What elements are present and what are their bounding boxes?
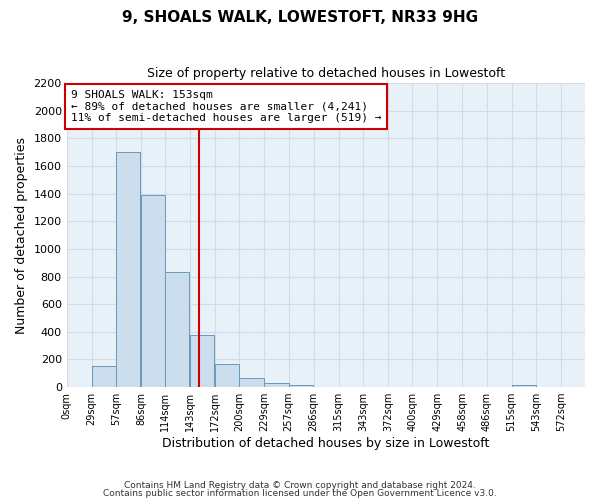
Y-axis label: Number of detached properties: Number of detached properties <box>15 136 28 334</box>
Bar <box>289 385 313 387</box>
Title: Size of property relative to detached houses in Lowestoft: Size of property relative to detached ho… <box>147 68 505 80</box>
Bar <box>165 272 190 387</box>
Bar <box>116 152 140 387</box>
Text: 9 SHOALS WALK: 153sqm
← 89% of detached houses are smaller (4,241)
11% of semi-d: 9 SHOALS WALK: 153sqm ← 89% of detached … <box>71 90 382 123</box>
X-axis label: Distribution of detached houses by size in Lowestoft: Distribution of detached houses by size … <box>162 437 490 450</box>
Bar <box>215 364 239 387</box>
Bar <box>512 385 536 387</box>
Bar <box>92 366 116 387</box>
Bar <box>239 378 263 387</box>
Bar <box>265 383 289 387</box>
Bar <box>141 195 165 387</box>
Bar <box>190 334 214 387</box>
Text: Contains HM Land Registry data © Crown copyright and database right 2024.: Contains HM Land Registry data © Crown c… <box>124 481 476 490</box>
Text: 9, SHOALS WALK, LOWESTOFT, NR33 9HG: 9, SHOALS WALK, LOWESTOFT, NR33 9HG <box>122 10 478 25</box>
Text: Contains public sector information licensed under the Open Government Licence v3: Contains public sector information licen… <box>103 488 497 498</box>
